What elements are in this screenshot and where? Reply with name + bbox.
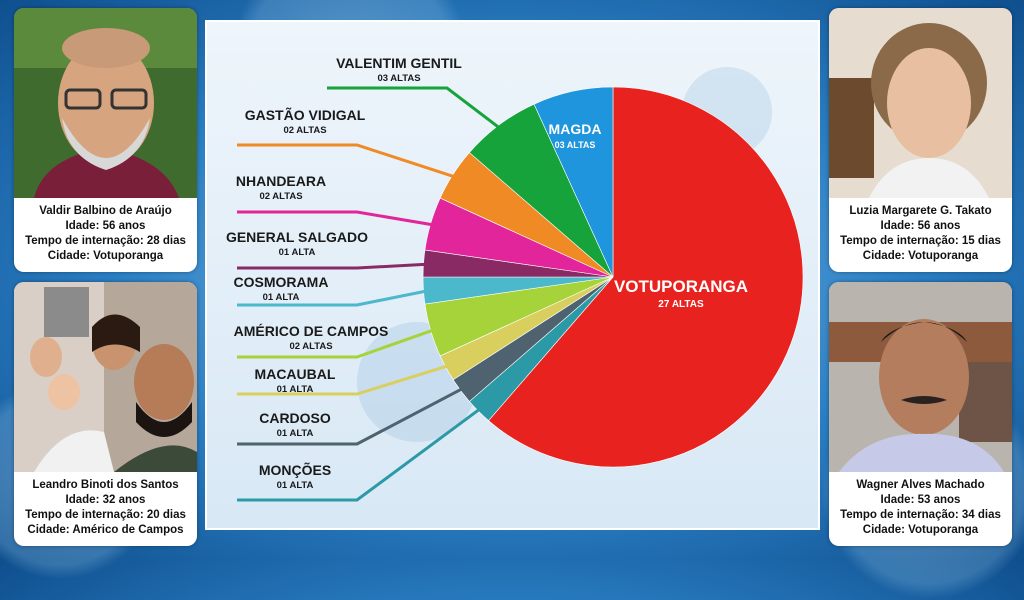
patient-stay: Tempo de internação: 20 dias <box>25 509 186 521</box>
patient-name: Leandro Binoti dos Santos <box>32 479 179 491</box>
slice-value-label: 02 ALTAS <box>259 191 302 202</box>
patient-photo <box>829 282 1012 472</box>
slice-value-label: 01 ALTA <box>277 428 314 439</box>
slice-value-label: 01 ALTA <box>263 292 300 303</box>
slice-value-label: 03 ALTAS <box>555 140 596 150</box>
slice-label: MONÇÕES <box>259 461 331 478</box>
slice-label: NHANDEARA <box>236 173 326 189</box>
slice-value-label: 01 ALTA <box>279 247 316 258</box>
patient-age: Idade: 32 anos <box>65 494 146 506</box>
slice-label: GENERAL SALGADO <box>226 229 368 245</box>
patient-card-wagner: Wagner Alves Machado Idade: 53 anos Temp… <box>829 282 1012 546</box>
slice-label: MACAUBAL <box>255 366 336 382</box>
slice-label: CARDOSO <box>259 410 331 426</box>
slice-label: MAGDA <box>549 121 602 137</box>
patient-name: Valdir Balbino de Araújo <box>39 205 172 217</box>
patient-stay: Tempo de internação: 34 dias <box>840 509 1001 521</box>
leader-line <box>237 210 439 228</box>
pie-slice-votuporanga <box>488 86 804 468</box>
pie-chart: VOTUPORANGA 27 ALTAS MAGDA 03 ALTAS MONÇÕES 0… <box>226 55 804 502</box>
leader-line <box>237 404 486 502</box>
patient-age: Idade: 56 anos <box>880 220 961 232</box>
patient-photo <box>14 282 197 472</box>
patient-stay: Tempo de internação: 28 dias <box>25 235 186 247</box>
patient-photo <box>829 8 1012 198</box>
slice-value-label: 27 ALTAS <box>658 299 704 310</box>
patient-card-leandro: Leandro Binoti dos Santos Idade: 32 anos… <box>14 282 197 546</box>
slice-value-label: 03 ALTAS <box>377 73 420 84</box>
slice-value-label: 02 ALTAS <box>289 341 332 352</box>
slice-label: AMÉRICO DE CAMPOS <box>234 323 389 339</box>
slice-label: COSMORAMA <box>234 274 329 290</box>
patient-city: Cidade: Votuporanga <box>47 250 164 262</box>
pie-slice-magda <box>533 86 614 278</box>
slice-label: VALENTIM GENTIL <box>336 55 462 71</box>
slice-value-label: 02 ALTAS <box>283 125 326 136</box>
patient-age: Idade: 56 anos <box>65 220 146 232</box>
patient-card-luzia: Luzia Margarete G. Takato Idade: 56 anos… <box>829 8 1012 272</box>
patient-city: Cidade: Américo de Campos <box>27 524 184 536</box>
patient-city: Cidade: Votuporanga <box>862 524 979 536</box>
patient-city: Cidade: Votuporanga <box>862 250 979 262</box>
leader-line <box>237 384 468 446</box>
patient-stay: Tempo de internação: 15 dias <box>840 235 1001 247</box>
slice-value-label: 01 ALTA <box>277 480 314 491</box>
leader-line <box>237 143 461 181</box>
patient-name: Luzia Margarete G. Takato <box>849 205 992 217</box>
patient-age: Idade: 53 anos <box>880 494 961 506</box>
patient-name: Wagner Alves Machado <box>856 479 985 491</box>
patient-card-valdir: Valdir Balbino de Araújo Idade: 56 anos … <box>14 8 197 272</box>
patient-photo <box>14 8 197 198</box>
leader-line <box>327 86 505 133</box>
chart-panel: VOTUPORANGA 27 ALTAS MAGDA 03 ALTAS MONÇÕES 0… <box>205 20 820 530</box>
leader-line <box>237 362 454 396</box>
leader-line <box>237 326 439 359</box>
slice-label: VOTUPORANGA <box>614 277 748 296</box>
slice-value-label: 01 ALTA <box>277 384 314 395</box>
leader-line <box>237 288 432 307</box>
leader-line <box>237 262 432 270</box>
slice-label: GASTÃO VIDIGAL <box>245 106 366 123</box>
